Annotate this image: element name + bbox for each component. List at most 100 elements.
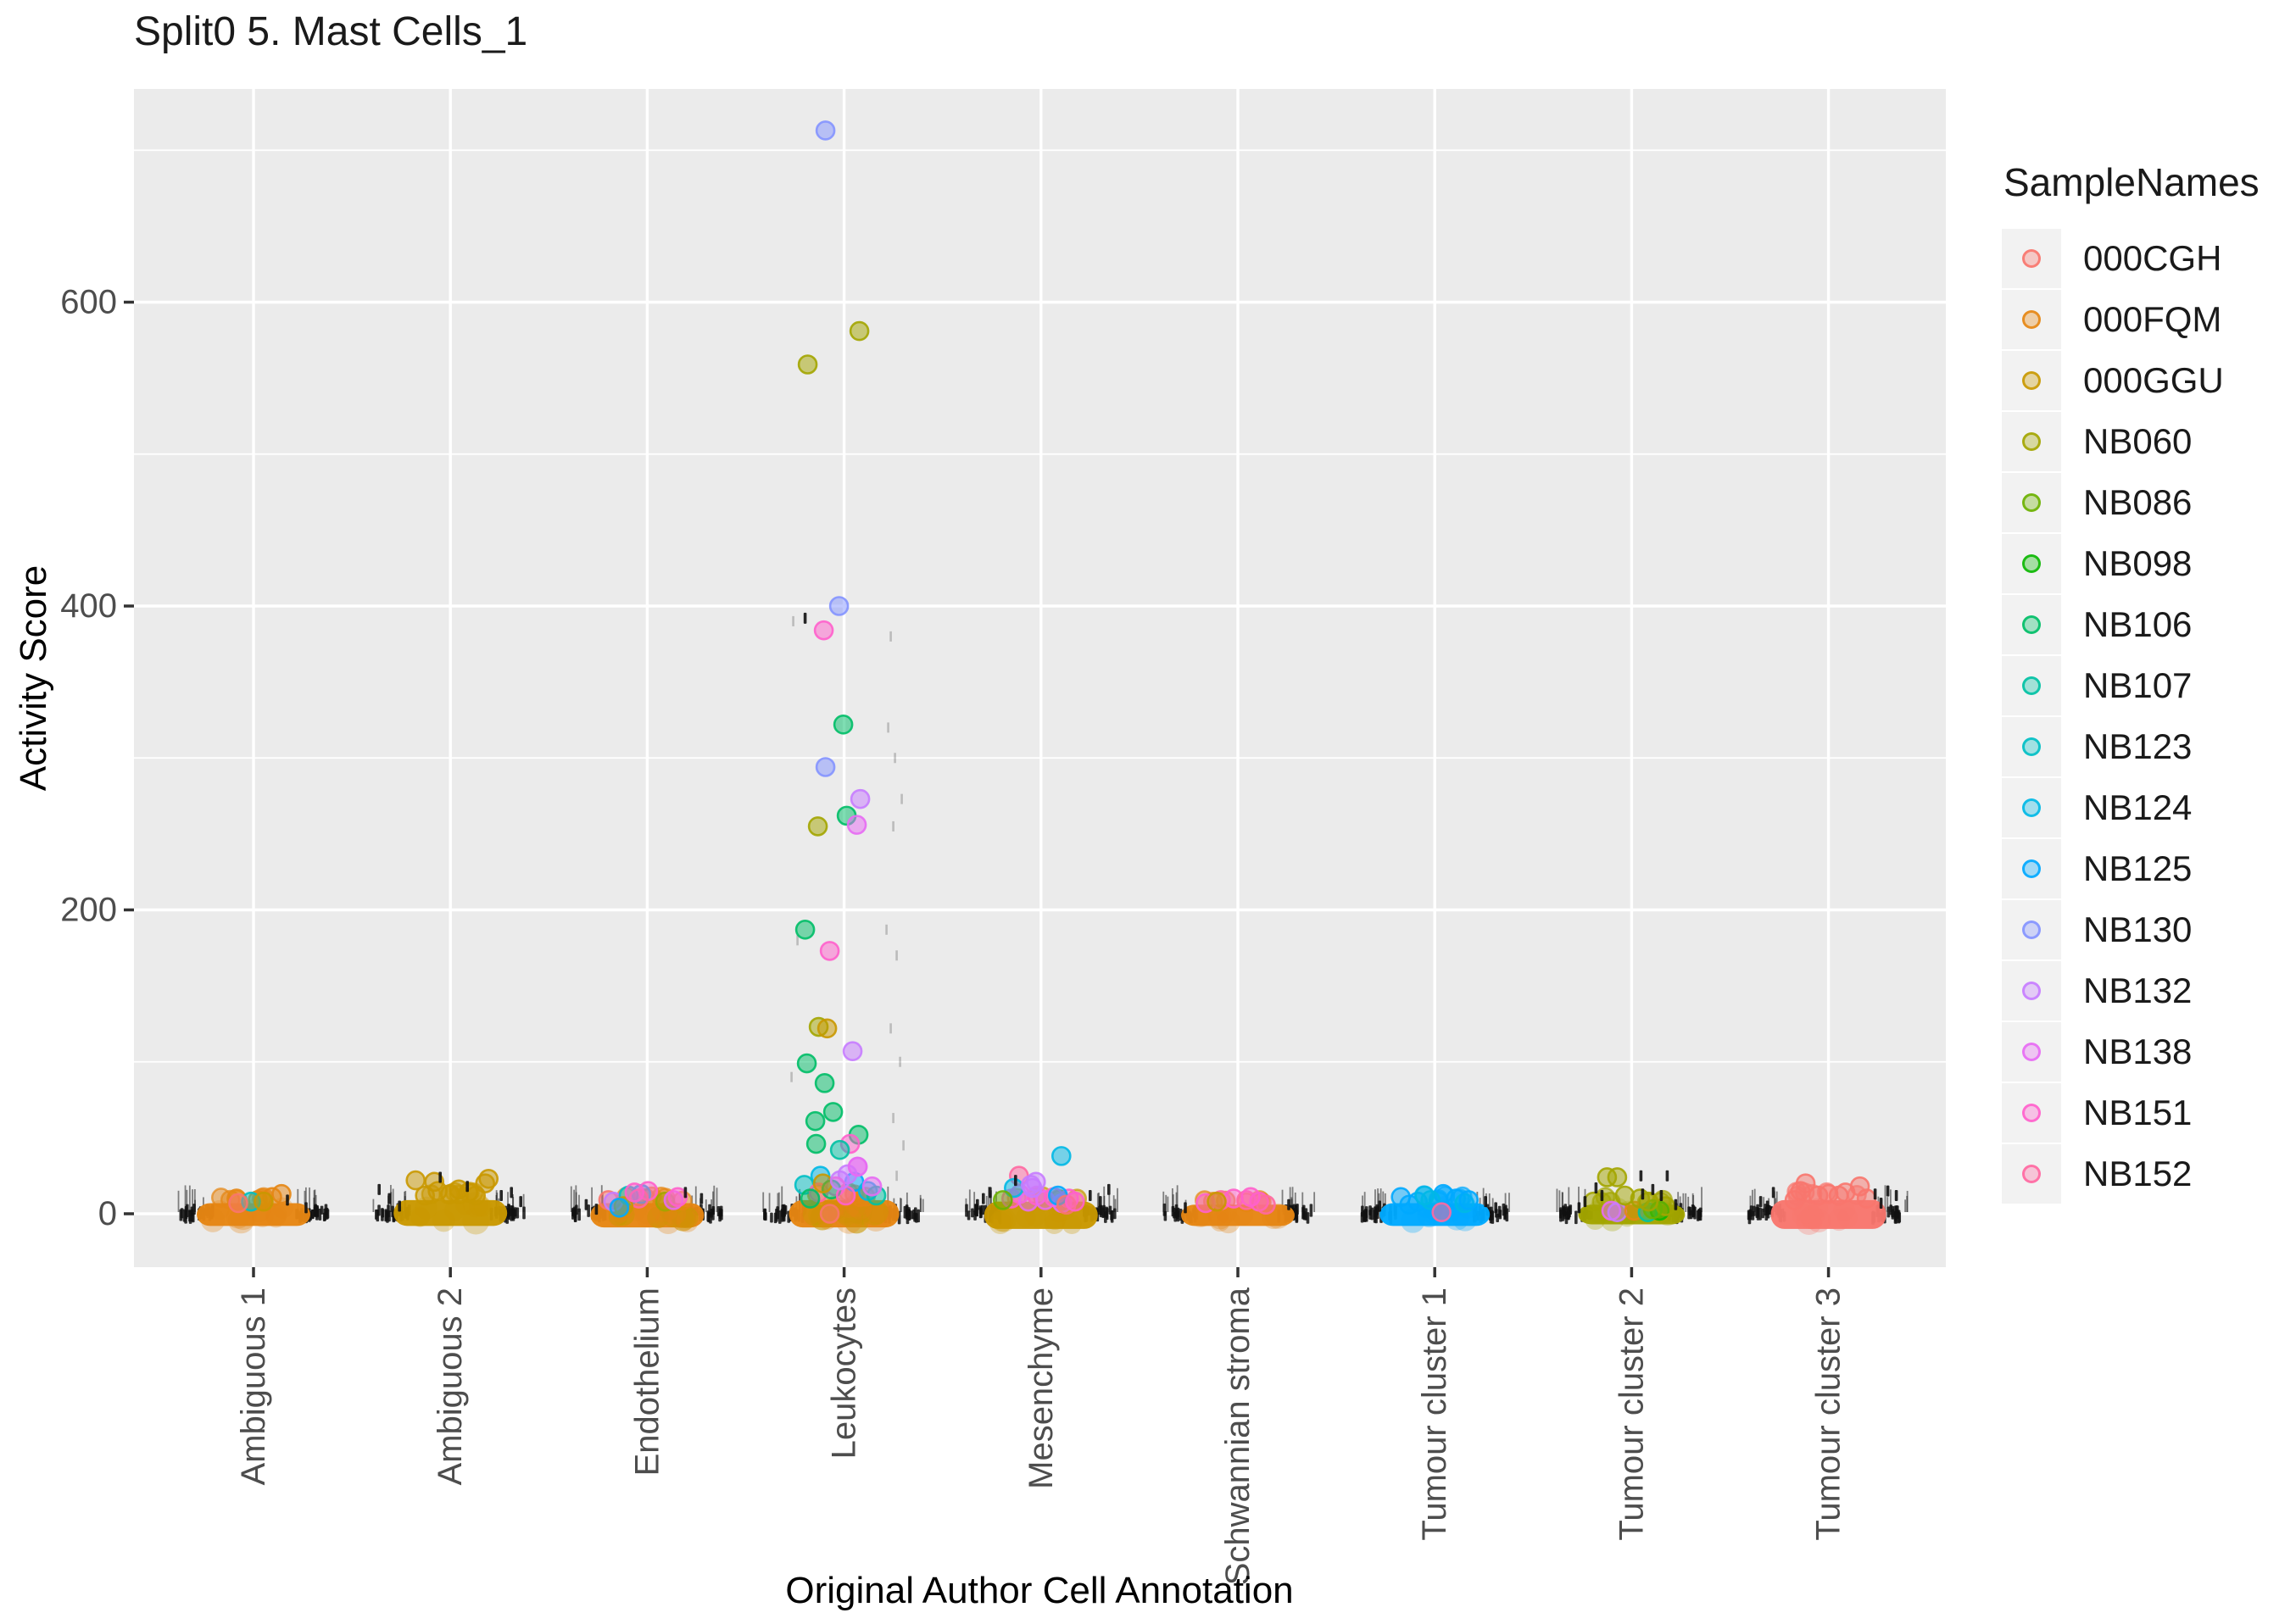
blob-texture-point bbox=[989, 1211, 1011, 1235]
ghost-dash bbox=[902, 1140, 905, 1151]
blob-texture-point bbox=[227, 1207, 255, 1234]
blob-texture-point bbox=[265, 1207, 287, 1228]
category-group-5 bbox=[1162, 1185, 1316, 1234]
stray-dash bbox=[584, 1199, 588, 1210]
zero-spike bbox=[1886, 1197, 1889, 1212]
legend-key-NB098 bbox=[2002, 534, 2061, 593]
point-NB125 bbox=[609, 1198, 630, 1218]
blob-texture-point bbox=[835, 1207, 862, 1234]
zero-spike bbox=[900, 1198, 901, 1212]
point-000GGU bbox=[415, 1185, 436, 1206]
blob-texture-point bbox=[432, 1209, 455, 1232]
stray-dash bbox=[683, 1187, 688, 1199]
zero-spike bbox=[1904, 1199, 1907, 1212]
zero-dash bbox=[770, 1212, 773, 1223]
zero-spike bbox=[188, 1185, 191, 1212]
zero-dash bbox=[573, 1209, 577, 1223]
point-000GGU bbox=[1207, 1191, 1227, 1212]
ghost-dash bbox=[892, 1113, 894, 1124]
zero-spike bbox=[1377, 1188, 1379, 1212]
zero-dash bbox=[376, 1210, 380, 1222]
stray-dash bbox=[1296, 1204, 1299, 1215]
zero-dash bbox=[1574, 1210, 1578, 1225]
stray-dash bbox=[499, 1189, 503, 1201]
zero-spike bbox=[304, 1190, 306, 1212]
stray-dash bbox=[1659, 1189, 1663, 1201]
zero-spike bbox=[203, 1197, 204, 1212]
zero-spike bbox=[1313, 1192, 1316, 1212]
outlier-NB151 bbox=[819, 941, 840, 961]
stray-dash bbox=[1378, 1200, 1381, 1212]
legend-label-NB138: NB138 bbox=[2083, 1032, 2193, 1071]
stray-dash bbox=[519, 1196, 522, 1208]
zero-spike bbox=[1382, 1191, 1385, 1212]
legend-key-NB124 bbox=[2002, 778, 2061, 837]
zero-dash bbox=[978, 1207, 983, 1219]
ghost-dash bbox=[892, 820, 894, 831]
stray-dash bbox=[1651, 1183, 1655, 1195]
outlier-NB060 bbox=[797, 354, 818, 375]
legend-key-NB152 bbox=[2002, 1144, 2061, 1204]
zero-dash bbox=[971, 1208, 974, 1218]
blob-texture-point bbox=[462, 1207, 490, 1235]
zero-spike bbox=[716, 1187, 718, 1212]
zero-spike bbox=[304, 1187, 307, 1212]
zero-spike bbox=[1294, 1192, 1296, 1212]
outlier-NB132 bbox=[850, 788, 871, 809]
zero-spike bbox=[919, 1194, 922, 1212]
zero-spike bbox=[522, 1193, 525, 1212]
legend-key-000FQM bbox=[2002, 290, 2061, 349]
x-tick-label-1: Ambiguous 2 bbox=[432, 1288, 469, 1485]
legend-entry-000GGU: 000GGU bbox=[2002, 351, 2260, 410]
point-NB060 bbox=[1583, 1191, 1604, 1212]
zero-spike bbox=[922, 1199, 924, 1212]
zero-spike bbox=[1774, 1191, 1775, 1212]
point-NB138 bbox=[861, 1176, 883, 1197]
legend-entry-NB123: NB123 bbox=[2002, 717, 2260, 776]
point-000CGH bbox=[228, 1193, 248, 1214]
point-000GGU bbox=[465, 1185, 487, 1206]
point-NB106 bbox=[800, 1188, 821, 1209]
zero-spike bbox=[705, 1199, 707, 1212]
legend-key-NB130 bbox=[2002, 900, 2061, 959]
stray-dash bbox=[304, 1202, 308, 1214]
zero-dash bbox=[381, 1209, 385, 1218]
zero-spike bbox=[781, 1186, 783, 1212]
point-NB151 bbox=[624, 1182, 645, 1203]
x-tick-label-0: Ambiguous 1 bbox=[235, 1288, 272, 1485]
point-NB124 bbox=[1051, 1146, 1072, 1166]
stray-dash bbox=[1577, 1202, 1581, 1214]
blob-texture-point bbox=[251, 1205, 274, 1227]
point-NB132 bbox=[1021, 1175, 1041, 1195]
zero-spike bbox=[1117, 1187, 1118, 1212]
blob-mix-point bbox=[677, 1206, 699, 1229]
legend-key-NB086 bbox=[2002, 473, 2061, 532]
zero-spike bbox=[512, 1197, 515, 1212]
y-tick-label-0: 0 bbox=[98, 1195, 117, 1232]
zero-spike bbox=[1749, 1195, 1752, 1212]
legend-title: SampleNames bbox=[2003, 160, 2260, 204]
outlier-NB151 bbox=[813, 620, 834, 641]
zero-dash bbox=[910, 1210, 914, 1220]
stray-dash bbox=[1600, 1189, 1604, 1201]
legend-point-icon bbox=[2022, 1043, 2041, 1061]
zero-spike bbox=[1374, 1189, 1376, 1212]
zero-dash bbox=[763, 1208, 767, 1220]
zero-dash bbox=[1368, 1205, 1372, 1215]
zero-spike bbox=[777, 1192, 780, 1212]
zero-dash bbox=[1898, 1212, 1902, 1223]
blob-texture-point bbox=[676, 1210, 699, 1232]
zero-spike bbox=[965, 1198, 967, 1212]
blob-texture-point bbox=[799, 1203, 822, 1226]
y-tick-label-600: 600 bbox=[60, 284, 117, 321]
legend-point-icon bbox=[2022, 310, 2041, 329]
point-NB132 bbox=[1607, 1202, 1628, 1223]
blob-texture-point bbox=[1585, 1210, 1606, 1231]
outlier-NB106 bbox=[805, 1110, 826, 1132]
legend-label-NB060: NB060 bbox=[2083, 421, 2193, 461]
zero-spike bbox=[1281, 1189, 1284, 1212]
zero-spike bbox=[1562, 1192, 1563, 1212]
zero-spike bbox=[177, 1190, 180, 1212]
stray-dash bbox=[1484, 1196, 1487, 1208]
